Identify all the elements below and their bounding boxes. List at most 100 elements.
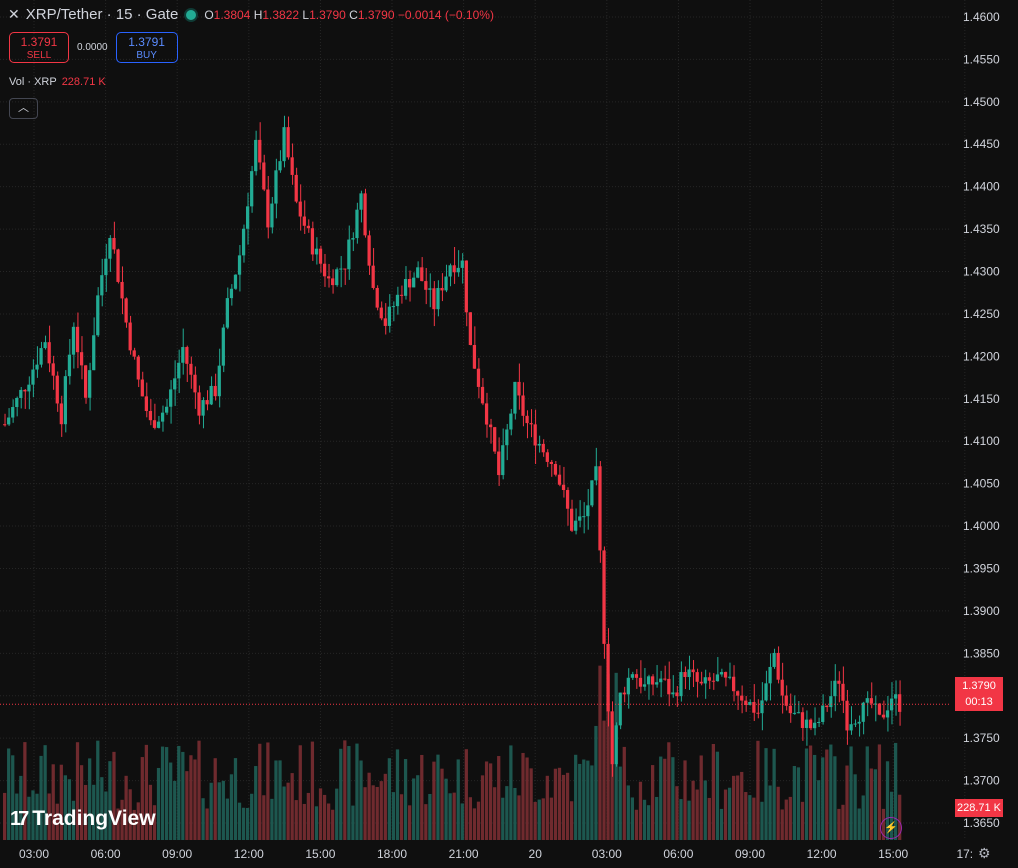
time-tick-label: 18:00: [377, 847, 407, 861]
candle-body: [557, 474, 562, 485]
price-tick-label: 1.3700: [963, 774, 1000, 788]
volume-bar: [813, 754, 817, 840]
candle-body: [808, 719, 813, 729]
candle-body: [517, 381, 521, 396]
candle-body: [634, 674, 639, 678]
candle-body: [460, 260, 464, 268]
candle-body: [849, 724, 853, 731]
volume-bar: [448, 793, 452, 840]
candle-body: [452, 265, 456, 273]
candle-body: [156, 421, 161, 428]
tradingview-branding[interactable]: 17 TradingView: [10, 807, 156, 830]
volume-bar: [525, 757, 529, 840]
volume-bar: [703, 780, 707, 840]
volume-bar: [598, 665, 602, 840]
candle-body: [719, 672, 724, 675]
candle-body: [529, 423, 533, 425]
candle-body: [448, 265, 452, 277]
lightning-icon[interactable]: ⚡: [880, 817, 902, 839]
candle-body: [651, 676, 655, 685]
volume-bar: [626, 785, 630, 840]
candle-body: [505, 429, 509, 446]
volume-bar: [683, 760, 687, 840]
gear-icon[interactable]: ⚙: [978, 845, 991, 861]
candle-body: [841, 683, 845, 701]
volume-bar: [136, 802, 140, 840]
candle-body: [768, 666, 772, 684]
candle-body: [813, 722, 817, 729]
volume-bar: [857, 808, 861, 840]
price-axis[interactable]: 1.4600 1.4550 1.4500 1.4450 1.4400 1.4350 1.43…: [963, 10, 1000, 830]
volume-bar: [699, 755, 703, 840]
candle-body: [387, 306, 391, 326]
volume-bar: [47, 793, 51, 840]
candle-body: [302, 216, 306, 226]
time-tick-label: 17:: [956, 847, 973, 861]
candle-body: [618, 692, 622, 726]
candle-body: [578, 516, 582, 521]
volume-bar: [845, 765, 849, 840]
candle-body: [375, 287, 379, 308]
volume-bar: [399, 794, 404, 840]
time-tick-label: 20: [529, 847, 543, 861]
candle-body: [537, 443, 541, 446]
volume-bar: [23, 742, 27, 840]
volume-bar: [489, 763, 493, 840]
candle-body: [715, 674, 720, 682]
candle-body: [274, 170, 278, 204]
volume-bars: [3, 665, 902, 840]
volume-bar: [144, 744, 148, 840]
candle-body: [622, 692, 626, 695]
volume-bar: [156, 767, 161, 840]
candle-body: [318, 248, 323, 264]
volume-bar: [533, 801, 537, 840]
buy-button[interactable]: 1.3791 BUY: [115, 32, 178, 63]
candle-body: [35, 364, 39, 370]
volume-bar: [877, 744, 882, 840]
volume-bar: [432, 761, 436, 840]
volume-bar: [472, 808, 477, 840]
volume-bar: [808, 745, 813, 840]
volume-bar: [233, 758, 238, 840]
volume-bar: [711, 743, 715, 840]
candle-body: [233, 274, 238, 289]
volume-bar: [302, 803, 306, 840]
candle-body: [740, 695, 744, 701]
candle-body: [630, 674, 634, 678]
volume-bar: [112, 751, 116, 840]
volume-bar: [468, 797, 472, 840]
volume-bar: [460, 803, 464, 840]
price-tick-label: 1.4250: [963, 307, 1000, 321]
volume-bar: [274, 760, 278, 840]
price-tick-label: 1.4450: [963, 137, 1000, 151]
volume-bar: [553, 768, 558, 840]
volume-bar: [436, 754, 440, 840]
volume-legend: Vol · XRP 228.71 K: [9, 76, 106, 88]
volume-bar: [375, 786, 379, 840]
candle-body: [124, 298, 128, 323]
volume-bar: [622, 746, 626, 840]
candle-body: [614, 725, 618, 765]
volume-bar: [833, 756, 837, 840]
candle-body: [594, 466, 598, 481]
symbol-title[interactable]: XRP/Tether · 15 · Gate: [25, 6, 179, 23]
close-icon[interactable]: ✕: [8, 6, 20, 22]
candle-body: [582, 516, 586, 518]
collapse-chevron-icon[interactable]: ︿: [9, 98, 38, 119]
volume-bar: [780, 809, 784, 840]
volume-bar: [659, 756, 663, 840]
volume-bar: [869, 768, 873, 840]
candle-body: [626, 677, 630, 695]
volume-bar: [736, 775, 740, 840]
time-axis[interactable]: 03:00 06:00 09:00 12:00 15:00 18:00 21:00 20 03:…: [19, 847, 973, 861]
volume-bar: [120, 799, 124, 840]
sell-button[interactable]: 1.3791 SELL: [9, 32, 69, 63]
volume-bar: [359, 760, 363, 840]
volume-bar: [561, 774, 566, 840]
volume-bar: [748, 795, 752, 840]
candle-body: [197, 392, 201, 416]
candle-body: [136, 356, 140, 380]
volume-bar: [756, 740, 760, 840]
candle-body: [484, 403, 489, 425]
